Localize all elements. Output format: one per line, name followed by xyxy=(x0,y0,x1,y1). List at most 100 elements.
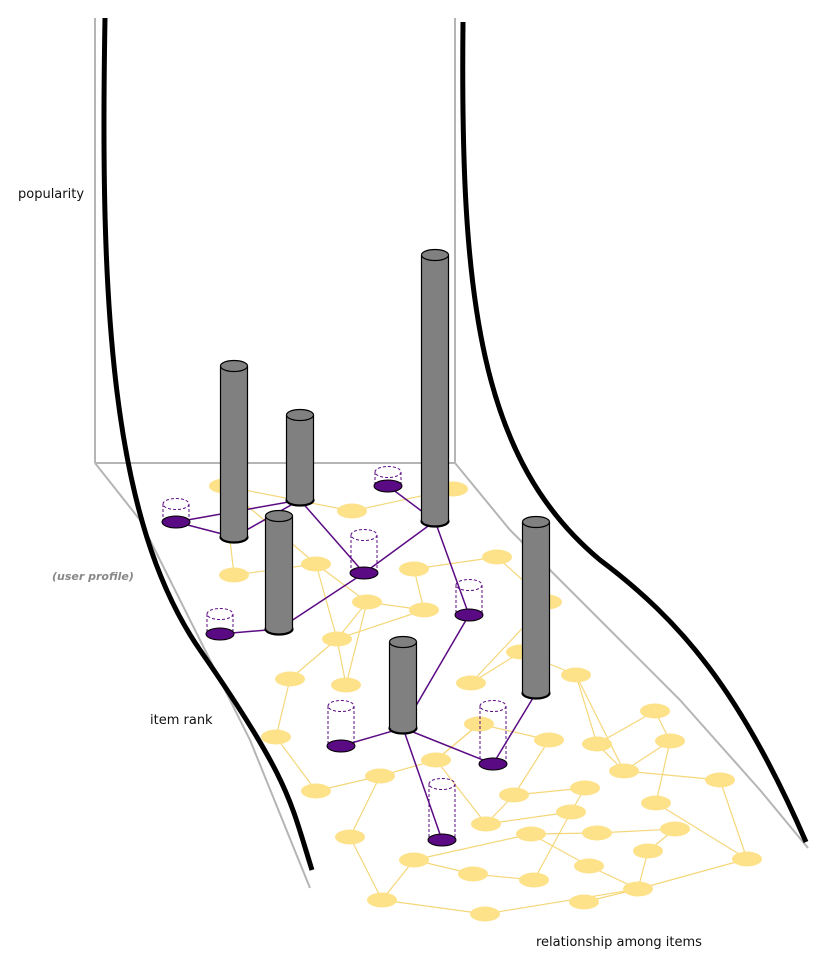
item-node xyxy=(470,906,500,922)
item-node xyxy=(569,894,599,910)
popularity-cylinder xyxy=(420,248,450,528)
item-node xyxy=(421,752,451,768)
profile-node xyxy=(373,479,403,493)
frame-left-floor-edge xyxy=(94,462,311,889)
item-node xyxy=(367,892,397,908)
item-edge xyxy=(336,638,347,686)
item-node xyxy=(609,763,639,779)
item-node xyxy=(582,825,612,841)
item-node xyxy=(482,549,512,565)
item-node xyxy=(322,631,352,647)
item-edges xyxy=(223,485,748,915)
profile-node xyxy=(161,515,191,529)
item-node xyxy=(570,780,600,796)
item-node xyxy=(655,733,685,749)
item-node xyxy=(399,852,429,868)
popularity-cylinder xyxy=(285,408,315,507)
popularity-cylinder xyxy=(264,509,294,636)
item-edge xyxy=(349,836,383,901)
item-node xyxy=(534,732,564,748)
popularity-cylinder xyxy=(219,359,249,544)
item-edge xyxy=(623,770,721,781)
item-edge xyxy=(345,601,368,686)
item-edge xyxy=(349,775,381,838)
item-node xyxy=(471,816,501,832)
item-node xyxy=(633,843,663,859)
empty-cylinder xyxy=(479,700,507,764)
item-node xyxy=(640,703,670,719)
user-profile-label: (user profile) xyxy=(52,570,134,583)
item-node xyxy=(464,716,494,732)
dashed-cylinders xyxy=(162,466,507,840)
popularity-cylinder xyxy=(521,515,551,700)
profile-edge xyxy=(492,692,537,765)
item-edge xyxy=(575,674,598,745)
item-node xyxy=(456,675,486,691)
profile-edge xyxy=(299,499,365,574)
item-edge xyxy=(315,563,338,640)
popularity-curve-left xyxy=(101,17,315,871)
profile-node xyxy=(454,608,484,622)
profile-edge xyxy=(402,727,494,765)
item-node xyxy=(561,667,591,683)
popularity-cylinder xyxy=(388,635,418,735)
item-edge xyxy=(513,739,550,796)
item-edge xyxy=(381,899,486,915)
empty-cylinder xyxy=(206,608,234,634)
item-rank-label: item rank xyxy=(150,713,213,728)
profile-edge xyxy=(278,572,365,630)
item-node xyxy=(337,503,367,519)
empty-cylinder xyxy=(455,579,483,615)
item-edge xyxy=(655,740,671,804)
item-edge xyxy=(289,638,338,680)
item-node xyxy=(660,821,690,837)
item-edge xyxy=(315,563,368,603)
item-edge xyxy=(435,759,487,825)
item-nodes xyxy=(209,478,762,922)
item-node xyxy=(516,826,546,842)
frame-right-floor-edge xyxy=(454,462,809,849)
item-edge xyxy=(275,678,291,738)
relationship-label: relationship among items xyxy=(536,935,702,950)
item-node xyxy=(623,881,653,897)
item-node xyxy=(519,872,549,888)
item-node xyxy=(399,561,429,577)
item-node xyxy=(499,787,529,803)
item-node xyxy=(409,602,439,618)
item-node xyxy=(556,804,586,820)
popularity-label: popularity xyxy=(18,187,84,202)
item-edge xyxy=(336,609,425,640)
item-node xyxy=(301,556,331,572)
item-node xyxy=(574,858,604,874)
item-node xyxy=(331,677,361,693)
item-node xyxy=(261,729,291,745)
item-edge xyxy=(637,858,748,890)
empty-cylinder xyxy=(327,700,355,746)
item-edge xyxy=(719,779,748,860)
empty-cylinder xyxy=(428,778,456,840)
item-edge xyxy=(575,674,625,772)
item-node xyxy=(335,829,365,845)
item-node xyxy=(732,851,762,867)
popularity-cylinders xyxy=(219,248,551,735)
item-node xyxy=(365,768,395,784)
item-edge xyxy=(655,802,748,860)
popularity-curve-right xyxy=(460,21,809,843)
profile-edge xyxy=(434,520,470,616)
item-node xyxy=(219,567,249,583)
item-edge xyxy=(484,888,639,915)
item-node xyxy=(705,772,735,788)
profile-edge xyxy=(402,727,443,841)
profile-edge xyxy=(363,520,436,574)
profile-node xyxy=(326,739,356,753)
profile-node xyxy=(427,833,457,847)
item-node xyxy=(582,736,612,752)
item-node xyxy=(352,594,382,610)
item-node xyxy=(458,866,488,882)
profile-node xyxy=(349,566,379,580)
profile-node xyxy=(478,757,508,771)
item-edge xyxy=(275,736,317,792)
item-node xyxy=(301,783,331,799)
empty-cylinder xyxy=(350,529,378,573)
